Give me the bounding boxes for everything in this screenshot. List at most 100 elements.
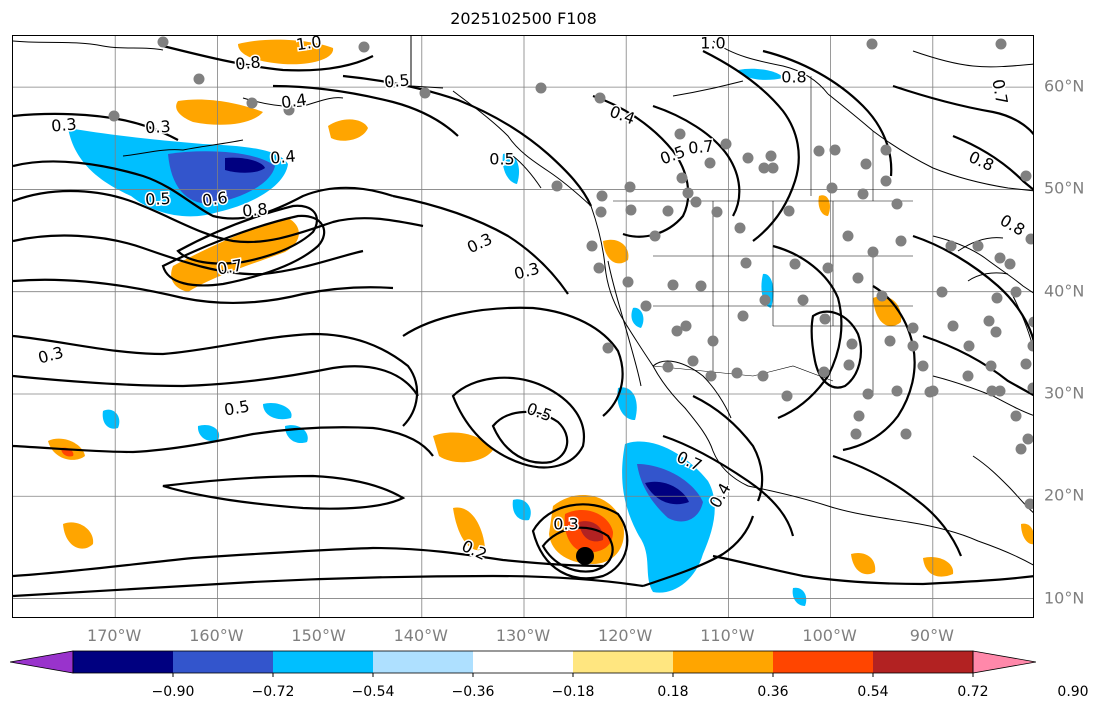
colorbar-segment <box>773 651 874 673</box>
station-dot <box>593 262 605 274</box>
positive-anomaly-plains <box>873 296 902 327</box>
contour-line <box>842 285 916 452</box>
station-dot <box>907 340 919 352</box>
contour-label: 0.3 <box>50 114 77 135</box>
coastlines <box>13 36 1033 566</box>
contour-label: 0.3 <box>36 343 66 368</box>
negative-anomaly-small-10 <box>792 587 807 606</box>
station-dot <box>990 326 1002 338</box>
positive-anomaly-north-1 <box>238 39 334 65</box>
colorbar-tick-label: −0.18 <box>551 684 595 700</box>
contour-label: 1.0 <box>295 36 323 54</box>
contour-label: 0.8 <box>234 52 261 73</box>
station-dot <box>737 310 749 322</box>
station-dot <box>907 322 919 334</box>
contour-line <box>13 160 394 220</box>
station-dot <box>640 300 652 312</box>
contour-line <box>451 376 586 469</box>
station-dot <box>667 279 679 291</box>
station-dot <box>884 335 896 347</box>
colorbar-extend-low <box>10 650 74 674</box>
station-dot <box>995 38 1007 50</box>
station-dot <box>742 152 754 164</box>
colorbar-segment <box>173 651 274 673</box>
station-dot <box>818 366 830 378</box>
colorbar-segment <box>273 651 374 673</box>
contour-line <box>892 84 1033 136</box>
station-dot <box>767 162 779 174</box>
positive-anomaly-sw <box>63 522 94 549</box>
station-markers <box>108 36 1033 510</box>
station-dot <box>1028 316 1033 328</box>
station-dot <box>895 235 907 247</box>
station-dot <box>535 82 547 94</box>
contour-line <box>652 104 741 217</box>
contour-label: 0.4 <box>269 146 296 167</box>
station-dot <box>783 205 795 217</box>
contour-line <box>13 189 424 244</box>
map-panel[interactable]: 1.0 0.8 0.5 0.4 0.3 0.3 0.5 0.4 0.5 0.6 0.8 0.7 0.7 0… <box>12 35 1034 618</box>
colorbar-tick-label: 0.18 <box>657 684 689 700</box>
colorbar-segment <box>573 651 674 673</box>
station-dot <box>1025 233 1033 245</box>
contour-line <box>162 44 374 72</box>
contour-label: 0.5 <box>383 70 410 91</box>
station-dot <box>1015 443 1027 455</box>
longitude-label: 120°W <box>598 626 653 645</box>
station-dot <box>826 182 838 194</box>
station-dot <box>680 320 692 332</box>
station-dot <box>962 370 974 382</box>
station-dot <box>740 257 752 269</box>
contour-line <box>176 204 318 265</box>
negative-anomaly-small-1 <box>102 409 120 429</box>
station-dot <box>622 276 634 288</box>
colorbar-tick-label: 0.36 <box>757 684 789 700</box>
station-dot <box>419 87 431 99</box>
contour-line <box>772 244 843 420</box>
contour-line <box>541 526 614 573</box>
contour-line <box>13 278 394 305</box>
station-dot <box>720 138 732 150</box>
latitude-label: 40°N <box>1044 281 1085 301</box>
contour-line <box>13 234 364 276</box>
station-dot <box>283 104 295 116</box>
contour-label: 0.8 <box>966 147 997 175</box>
shaded-anomaly-fields <box>48 39 1033 606</box>
station-dot <box>246 97 258 109</box>
station-dot <box>846 338 858 350</box>
station-dot <box>602 342 614 354</box>
station-dot <box>852 272 864 284</box>
station-dot <box>1020 358 1032 370</box>
station-dot <box>983 315 995 327</box>
station-dot <box>595 206 607 218</box>
latitude-label: 50°N <box>1044 178 1085 198</box>
longitude-label: 140°W <box>393 626 448 645</box>
positive-anomaly-central-am <box>923 556 954 577</box>
contour-label: 0.8 <box>781 68 806 87</box>
station-dot <box>157 36 169 48</box>
colorbar-segment <box>73 651 174 673</box>
station-dot <box>586 240 598 252</box>
station-dot <box>759 294 771 306</box>
station-dot <box>671 325 683 337</box>
station-dot <box>551 180 563 192</box>
contour-line <box>272 84 459 137</box>
negative-anomaly-small-2 <box>197 424 220 442</box>
station-dot <box>108 110 120 122</box>
station-dot <box>994 252 1006 264</box>
center-marker <box>576 547 594 565</box>
station-dot <box>867 246 879 258</box>
station-dot <box>880 175 892 187</box>
station-dot <box>596 190 608 202</box>
contour-label: 0.4 <box>280 90 308 112</box>
contour-label: 0.5 <box>524 399 554 426</box>
latitude-label: 10°N <box>1044 588 1085 608</box>
negative-anomaly-small-11 <box>631 307 644 328</box>
negative-anomaly-small-6 <box>617 387 637 420</box>
longitude-label: 100°W <box>802 626 857 645</box>
contour-label: 0.5 <box>657 142 687 169</box>
colorbar-segment <box>373 651 474 673</box>
contour-line <box>162 474 406 510</box>
contour-line <box>491 410 569 464</box>
station-dot <box>853 410 865 422</box>
